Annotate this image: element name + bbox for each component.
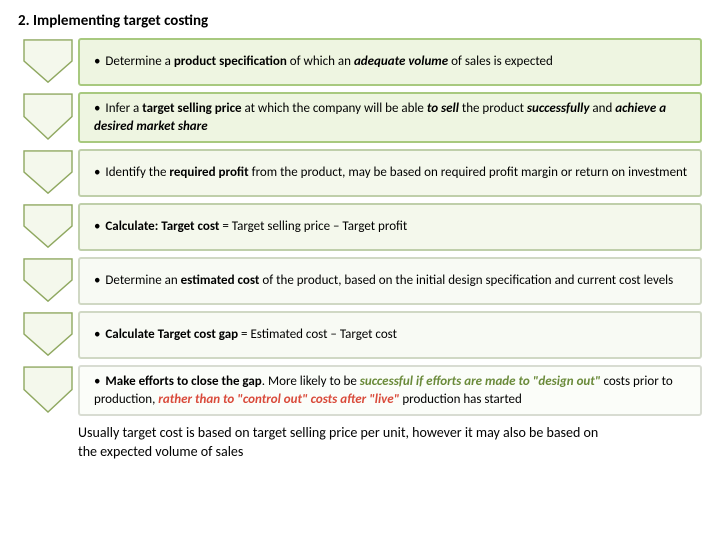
step-box: Determine an estimated cost of the produ… xyxy=(78,257,702,305)
step-row: Determine a product specification of whi… xyxy=(18,38,702,86)
step-text: Determine an estimated cost of the produ… xyxy=(94,272,673,290)
chevron-down-icon xyxy=(18,365,78,416)
chevron-down-icon xyxy=(18,149,78,197)
step-box: Calculate: Target cost = Target selling … xyxy=(78,203,702,251)
step-text: Identify the required profit from the pr… xyxy=(94,164,687,182)
step-box: Determine a product specification of whi… xyxy=(78,38,702,86)
step-box: Identify the required profit from the pr… xyxy=(78,149,702,197)
step-row: Determine an estimated cost of the produ… xyxy=(18,257,702,305)
step-box: Calculate Target cost gap = Estimated co… xyxy=(78,311,702,359)
step-row: Calculate Target cost gap = Estimated co… xyxy=(18,311,702,359)
footer-note: Usually target cost is based on target s… xyxy=(78,424,618,462)
step-box: Infer a target selling price at which th… xyxy=(78,92,702,143)
chevron-down-icon xyxy=(18,203,78,251)
chevron-down-icon xyxy=(18,311,78,359)
step-text: Calculate Target cost gap = Estimated co… xyxy=(94,326,397,344)
step-text: Calculate: Target cost = Target selling … xyxy=(94,218,407,236)
step-row: Infer a target selling price at which th… xyxy=(18,92,702,143)
steps-list: Determine a product specification of whi… xyxy=(18,38,702,416)
step-text: Make efforts to close the gap. More like… xyxy=(94,373,688,408)
step-row: Make efforts to close the gap. More like… xyxy=(18,365,702,416)
chevron-down-icon xyxy=(18,257,78,305)
page-title: 2. Implementing target costing xyxy=(18,12,702,30)
step-text: Infer a target selling price at which th… xyxy=(94,100,688,135)
step-box: Make efforts to close the gap. More like… xyxy=(78,365,702,416)
step-row: Calculate: Target cost = Target selling … xyxy=(18,203,702,251)
chevron-down-icon xyxy=(18,38,78,86)
step-row: Identify the required profit from the pr… xyxy=(18,149,702,197)
chevron-down-icon xyxy=(18,92,78,143)
step-text: Determine a product specification of whi… xyxy=(94,53,553,71)
